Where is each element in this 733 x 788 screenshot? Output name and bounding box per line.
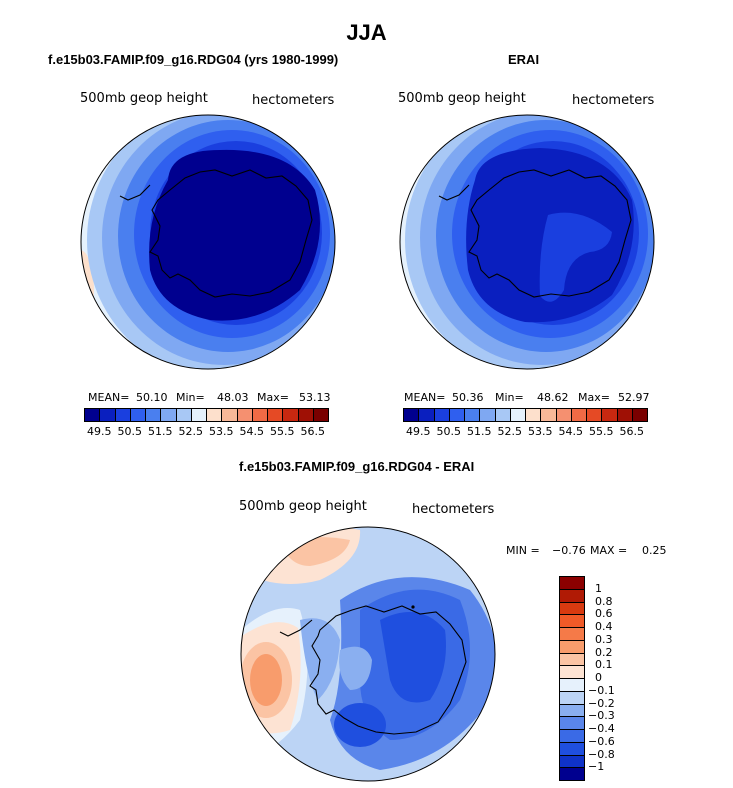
model-colorbar-tick-label: 55.5 <box>270 425 295 438</box>
diff-colorbar-tick-label: −0.2 <box>588 696 615 710</box>
model-contour-fill <box>81 115 335 369</box>
model-colorbar <box>84 408 329 422</box>
model-colorbar-tick-label: 56.5 <box>300 425 326 438</box>
obs-colorbar-tick-label: 53.5 <box>528 425 553 438</box>
diff-colorbar-cell <box>559 665 585 679</box>
obs-colorbar-tick-label: 56.5 <box>619 425 645 438</box>
obs-units-label: hectometers <box>572 93 655 108</box>
obs-variable-label: 500mb geop height <box>398 91 526 106</box>
diff-max-value: 0.25 <box>642 544 667 557</box>
diff-colorbar-cell <box>559 703 585 718</box>
diff-min-label: MIN = <box>506 544 540 557</box>
model-mean-label: MEAN= <box>88 391 130 404</box>
diff-colorbar-cell <box>559 639 585 654</box>
obs-colorbar-tick-label: 55.5 <box>589 425 614 438</box>
model-panel-heading: f.e15b03.FAMIP.f09_g16.RDG04 (yrs 1980-1… <box>48 52 339 67</box>
diff-colorbar-tick-label: 0.1 <box>595 658 613 672</box>
diff-colorbar-tick-label: −0.3 <box>588 709 615 723</box>
model-colorbar-tick-label: 50.5 <box>117 425 143 438</box>
obs-colorbar-tick-label: 54.5 <box>558 425 584 438</box>
obs-colorbar <box>403 408 648 422</box>
diff-antarctica-outline <box>309 605 467 735</box>
model-mean-value: 50.10 <box>136 391 168 404</box>
diff-colorbar-tick-label: −0.8 <box>588 747 615 761</box>
diff-colorbar-tick-label: −0.4 <box>588 722 615 735</box>
diff-colorbar-cell <box>559 576 585 590</box>
model-colorbar-labels: 49.5 50.5 51.5 52.5 53.5 54.5 55.5 56.5 <box>84 425 328 439</box>
diff-colorbar-cell <box>559 627 585 641</box>
diff-contour-fill <box>241 527 495 781</box>
model-variable-label: 500mb geop height <box>80 91 208 106</box>
model-colorbar-cell <box>312 408 329 422</box>
model-min-value: 48.03 <box>217 391 249 404</box>
diff-colorbar-cell <box>559 652 585 667</box>
diff-colorbar-labels: 1 0.8 0.6 0.4 0.3 0.2 0.1 0 −0.1 −0.2 −0.3 −0.4 −0.6… <box>588 576 642 780</box>
diff-colorbar-tick-label: −0.6 <box>588 734 615 748</box>
model-min-label: Min= <box>176 391 205 404</box>
diff-colorbar-cell <box>559 614 585 628</box>
model-colorbar-tick-label: 53.5 <box>209 425 234 438</box>
diff-colorbar-tick-label: 1 <box>595 581 602 595</box>
obs-mean-value: 50.36 <box>452 391 484 404</box>
model-units-label: hectometers <box>252 93 335 108</box>
diff-colorbar-cell <box>559 716 585 730</box>
diff-panel-heading: f.e15b03.FAMIP.f09_g16.RDG04 - ERAI <box>239 459 475 474</box>
diff-colorbar-cell <box>559 678 585 692</box>
diff-colorbar-cell <box>559 729 585 743</box>
obs-min-value: 48.62 <box>537 391 569 404</box>
model-colorbar-tick-label: 54.5 <box>239 425 265 438</box>
obs-colorbar-labels: 49.5 50.5 51.5 52.5 53.5 54.5 55.5 56.5 <box>403 425 647 439</box>
obs-panel-heading: ERAI <box>508 52 540 67</box>
diff-colorbar-tick-label: 0 <box>595 671 602 684</box>
diff-max-label: MAX = <box>590 544 628 557</box>
model-colorbar-tick-label: 52.5 <box>178 425 204 438</box>
diff-colorbar-tick-label: −0.1 <box>588 683 615 697</box>
diff-colorbar <box>559 576 585 781</box>
obs-contour-fill <box>400 115 654 369</box>
obs-colorbar-tick-label: 49.5 <box>406 425 431 438</box>
obs-antarctica-outline <box>468 169 632 298</box>
diff-units-label: hectometers <box>412 502 495 517</box>
obs-colorbar-tick-label: 51.5 <box>467 425 492 438</box>
model-max-value: 53.13 <box>299 391 331 404</box>
obs-colorbar-tick-label: 50.5 <box>436 425 462 438</box>
diff-colorbar-cell <box>559 767 585 781</box>
diff-colorbar-tick-label: 0.3 <box>595 632 613 646</box>
figure-title: JJA <box>346 20 387 45</box>
model-max-label: Max= <box>257 391 289 404</box>
diff-colorbar-cell <box>559 754 585 769</box>
obs-min-label: Min= <box>495 391 524 404</box>
diff-colorbar-cell <box>559 741 585 756</box>
diff-colorbar-cell <box>559 588 585 603</box>
diff-colorbar-tick-label: 0.4 <box>595 620 613 633</box>
diff-colorbar-tick-label: 0.2 <box>595 645 613 659</box>
diff-colorbar-tick-label: −1 <box>588 760 605 774</box>
obs-max-value: 52.97 <box>618 391 650 404</box>
model-colorbar-tick-label: 51.5 <box>148 425 173 438</box>
obs-colorbar-tick-label: 52.5 <box>497 425 523 438</box>
obs-mean-label: MEAN= <box>404 391 446 404</box>
diff-colorbar-cell <box>559 601 585 616</box>
diff-colorbar-tick-label: 0.6 <box>595 607 613 621</box>
diff-colorbar-tick-label: 0.8 <box>595 594 613 608</box>
obs-colorbar-cell <box>631 408 648 422</box>
diff-min-value: −0.76 <box>552 544 586 557</box>
obs-max-label: Max= <box>578 391 610 404</box>
model-colorbar-tick-label: 49.5 <box>87 425 112 438</box>
diff-variable-label: 500mb geop height <box>239 499 367 514</box>
model-antarctica-outline <box>149 169 313 298</box>
diff-colorbar-cell <box>559 690 585 705</box>
